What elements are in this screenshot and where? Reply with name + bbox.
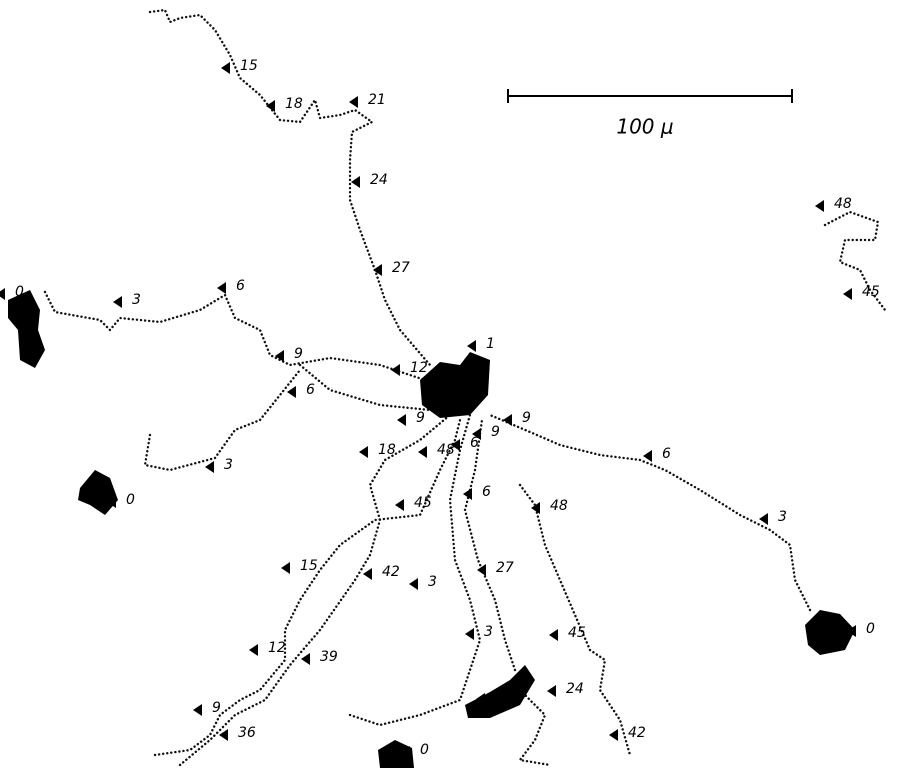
time-label: 21 bbox=[368, 92, 386, 108]
time-label: 45 bbox=[568, 625, 586, 641]
time-label: 3 bbox=[224, 457, 233, 473]
time-label: 24 bbox=[566, 681, 584, 697]
time-label: 27 bbox=[392, 260, 410, 276]
time-label: 0 bbox=[866, 621, 875, 637]
time-label: 18 bbox=[285, 96, 303, 112]
time-label: 24 bbox=[370, 172, 388, 188]
figure: 100 μ 1518212427484503691216999648186306… bbox=[0, 0, 903, 772]
time-label: 48 bbox=[550, 498, 568, 514]
time-label: 6 bbox=[662, 446, 671, 462]
time-label: 6 bbox=[482, 484, 491, 500]
time-label: 36 bbox=[238, 725, 256, 741]
time-label: 48 bbox=[834, 196, 852, 212]
time-label: 0 bbox=[420, 742, 429, 758]
time-label: 12 bbox=[410, 360, 428, 376]
time-label: 9 bbox=[522, 410, 531, 426]
time-label: 45 bbox=[862, 284, 880, 300]
time-label: 0 bbox=[15, 284, 24, 300]
time-label: 27 bbox=[496, 560, 514, 576]
time-label: 3 bbox=[484, 624, 493, 640]
time-label: 12 bbox=[268, 640, 286, 656]
time-label: 1 bbox=[486, 336, 495, 352]
time-label: 3 bbox=[428, 574, 437, 590]
time-label: 42 bbox=[382, 564, 400, 580]
time-label: 15 bbox=[240, 58, 258, 74]
time-label: 6 bbox=[306, 382, 315, 398]
time-label: 18 bbox=[378, 442, 396, 458]
time-label: 39 bbox=[320, 649, 338, 665]
time-label: 45 bbox=[414, 495, 432, 511]
time-label: 9 bbox=[294, 346, 303, 362]
time-label: 42 bbox=[628, 725, 646, 741]
time-label: 0 bbox=[495, 689, 504, 705]
scale-label: 100 μ bbox=[616, 115, 673, 139]
time-label: 6 bbox=[236, 278, 245, 294]
time-label: 3 bbox=[132, 292, 141, 308]
time-label: 0 bbox=[126, 492, 135, 508]
time-label: 6 bbox=[470, 435, 479, 451]
time-label: 9 bbox=[416, 410, 425, 426]
time-label: 9 bbox=[212, 700, 221, 716]
time-label: 9 bbox=[491, 424, 500, 440]
time-label: 48 bbox=[437, 442, 455, 458]
time-label: 3 bbox=[778, 509, 787, 525]
time-label: 15 bbox=[300, 558, 318, 574]
